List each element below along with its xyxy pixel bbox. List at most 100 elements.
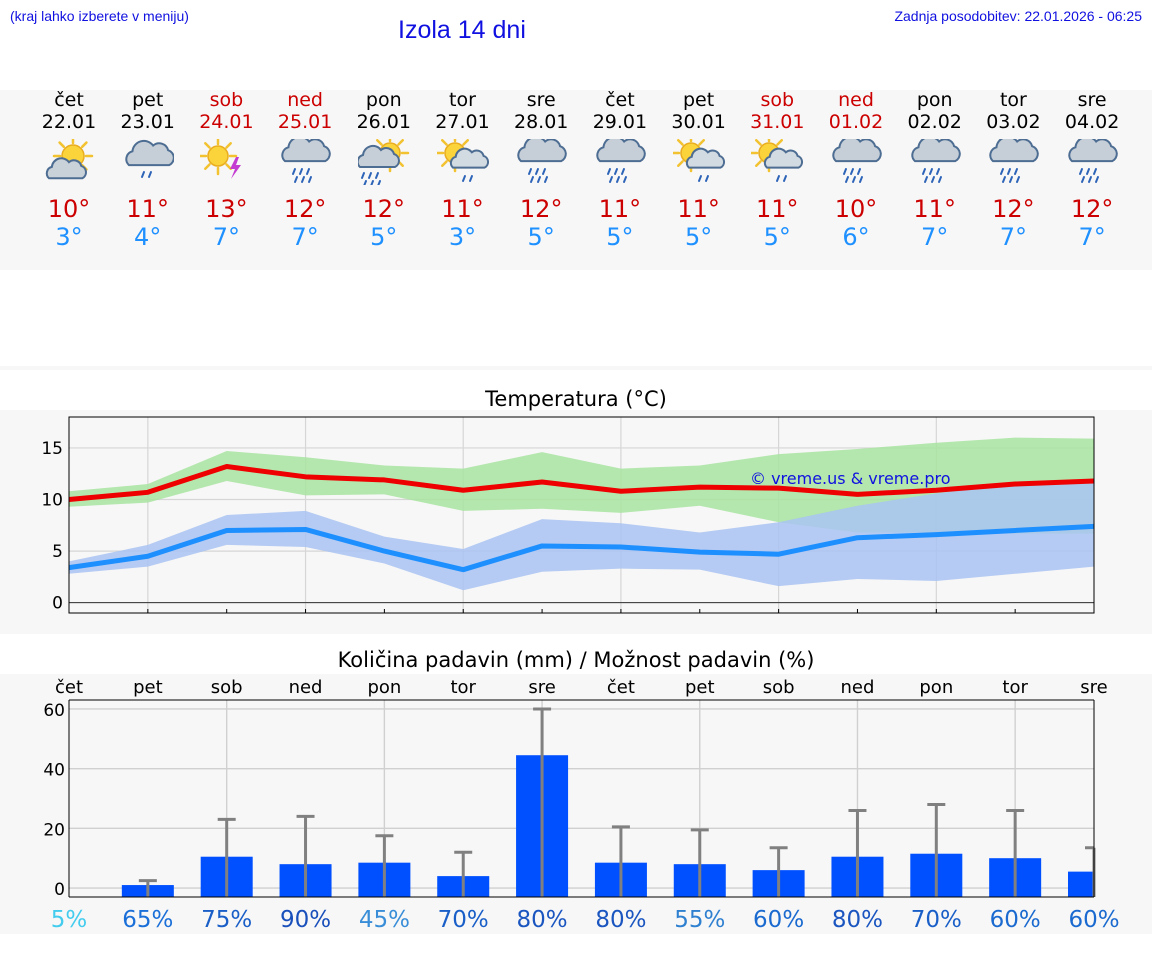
forecast-day: tor 03.02 12° 7° (973, 89, 1053, 259)
y-tick-label: 5 (52, 542, 63, 562)
precip-probability: 90% (280, 907, 331, 933)
temperature-chart: 0 5 10 15 © vreme.us & vreme.pro (41, 416, 1095, 614)
precip-probability: 75% (201, 907, 252, 933)
max-temperature: 13° (205, 195, 248, 223)
forecast-day: tor 27.01 11° 3° (423, 89, 503, 259)
day-name: ned (838, 89, 874, 111)
min-temperature: 7° (999, 223, 1028, 251)
x-day-label: čet (55, 677, 83, 698)
precip-bar (1068, 871, 1094, 897)
precipitation-chart: 0 20 40 60 čet pet sob ned pon tor sre čet pet sob ned… (43, 677, 1119, 933)
day-date: 02.02 (907, 111, 962, 133)
forecast-day: sre 04.02 12° 7° (1052, 89, 1132, 259)
day-name: pon (365, 89, 402, 111)
y-tick-label: 15 (41, 439, 63, 459)
sun-heavy-rain-icon (357, 139, 410, 185)
day-date: 22.01 (41, 111, 97, 133)
min-temperature: 3° (448, 223, 477, 251)
forecast-day: sob 31.01 11° 5° (737, 89, 817, 259)
min-temperature: 7° (1078, 223, 1106, 251)
forecast-day: čet 29.01 11° 5° (580, 89, 660, 259)
day-date: 23.01 (120, 111, 175, 133)
min-temperature: 7° (291, 223, 319, 251)
x-day-label: čet (607, 677, 635, 698)
day-name: tor (449, 89, 476, 111)
x-day-label: sre (1080, 677, 1107, 698)
last-update: Zadnja posodobitev: 22.01.2026 - 06:25 (894, 8, 1142, 24)
day-name: ned (287, 89, 323, 111)
precip-probability: 60% (1068, 907, 1119, 933)
x-day-label: ned (289, 677, 323, 698)
max-temperature: 10° (834, 195, 878, 223)
y-tick-label: 0 (54, 880, 65, 900)
forecast-day: sre 28.01 12° 5° (501, 89, 581, 259)
day-name: sob (760, 89, 795, 111)
forecast-day: pon 02.02 11° 7° (895, 89, 975, 259)
y-tick-label: 0 (52, 594, 63, 614)
max-temperature: 12° (362, 195, 406, 223)
day-date: 29.01 (592, 111, 648, 133)
x-day-label: pet (133, 677, 163, 698)
temperature-chart-title: Temperatura (°C) (485, 387, 667, 411)
forecast-day: pet 30.01 11° 5° (659, 89, 739, 259)
min-temperature: 6° (842, 223, 870, 251)
x-day-label: sob (763, 677, 795, 698)
x-day-label: pet (685, 677, 715, 698)
x-day-label: pon (919, 677, 953, 698)
forecast-day: ned 25.01 12° 7° (265, 89, 345, 259)
min-temperature: 5° (606, 223, 634, 251)
day-name: pet (132, 89, 164, 111)
day-name: pon (916, 89, 953, 111)
precip-probability: 55% (674, 907, 725, 933)
max-temperature: 11° (126, 195, 169, 223)
partly-cloudy-icon (45, 139, 94, 180)
forecast-day: sob 24.01 13° 7° (186, 89, 266, 259)
precip-probability: 70% (911, 907, 962, 933)
max-temperature: 11° (677, 195, 720, 223)
max-temperature: 12° (1070, 195, 1114, 223)
heavy-rain-cloud-icon (989, 139, 1040, 183)
precip-probability: 70% (438, 907, 489, 933)
heavy-rain-cloud-icon (596, 139, 646, 183)
x-day-label: tor (450, 677, 476, 698)
precip-probability: 80% (517, 907, 568, 933)
max-temperature: 11° (913, 195, 956, 223)
day-date: 04.02 (1064, 111, 1120, 133)
max-temperature-line (68, 464, 1095, 503)
sun-thunder-icon (200, 139, 242, 179)
day-date: 01.02 (828, 111, 884, 133)
min-temperature: 7° (212, 223, 241, 251)
page-title: Izola 14 dni (398, 16, 526, 44)
heavy-rain-cloud-icon (517, 139, 567, 183)
max-temperature: 10° (47, 195, 91, 223)
y-tick-label: 40 (43, 761, 65, 781)
min-temperature: 7° (921, 223, 949, 251)
day-date: 27.01 (435, 111, 490, 133)
max-temperature: 11° (756, 195, 799, 223)
y-tick-label: 60 (43, 701, 65, 721)
day-date: 30.01 (671, 111, 726, 133)
max-temperature: 12° (992, 195, 1035, 223)
precip-probability: 65% (122, 907, 173, 933)
heavy-rain-cloud-icon (832, 139, 882, 183)
rain-cloud-icon (125, 139, 174, 178)
forecast-day: ned 01.02 10° 6° (816, 89, 896, 259)
min-temperature: 5° (763, 223, 791, 251)
precip-probability: 5% (51, 907, 88, 933)
day-date: 26.01 (356, 111, 411, 133)
x-day-label: tor (1002, 677, 1028, 698)
min-temperature: 5° (684, 223, 713, 251)
day-name: sre (1077, 89, 1107, 111)
precip-probability: 60% (990, 907, 1041, 933)
day-name: čet (54, 89, 84, 111)
day-date: 25.01 (277, 111, 333, 133)
sun-cloud-rain-icon (751, 139, 804, 182)
day-date: 28.01 (513, 111, 569, 133)
precipitation-chart-title: Količina padavin (mm) / Možnost padavin … (337, 648, 815, 672)
precip-probability: 60% (753, 907, 804, 933)
divider (0, 366, 1152, 370)
day-name: pet (682, 89, 715, 111)
max-temperature: 11° (598, 195, 642, 223)
min-temperature-band (69, 479, 1094, 591)
max-temperature: 12° (519, 195, 563, 223)
